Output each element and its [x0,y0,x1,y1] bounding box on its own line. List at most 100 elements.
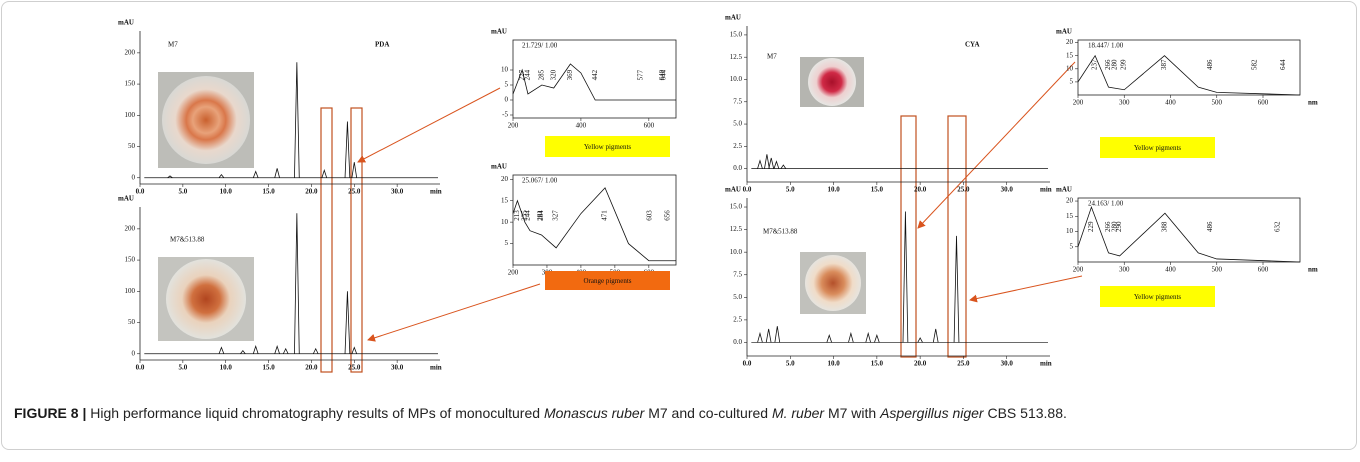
peak [781,165,786,169]
spectrum-curve [513,188,676,261]
peak [874,335,879,342]
peak-label: 442 [591,69,599,80]
peak-label: 244 [524,210,532,221]
pigment-label: Yellow pigments [584,143,632,151]
y-tick-label: 15.0 [730,203,743,211]
peak [933,329,938,343]
peak-label: 632 [1273,221,1281,232]
peak-label: 284 [537,210,545,221]
y-tick-label: 0 [132,349,136,357]
x-tick-label: 20.0 [914,186,927,194]
y-tick-label: 7.5 [733,270,742,278]
peak-label: 229 [1087,221,1095,232]
annotation: CYA [965,41,980,49]
y-tick-label: 5 [505,81,509,89]
peak [903,212,908,343]
x-tick-label: 20.0 [305,188,318,196]
y-tick-label: 100 [125,287,136,295]
peak [764,154,769,168]
y-tick-label: 15 [1066,51,1074,59]
peak [954,236,959,343]
y-tick-label: 12.5 [730,53,743,61]
x-axis-label: min [1040,186,1052,194]
x-tick-label: 15.0 [262,188,275,196]
x-tick-label: 10.0 [220,188,233,196]
y-tick-label: 5.0 [733,293,742,301]
peak [294,213,299,354]
x-tick-label: 0.0 [136,364,145,372]
x-tick-label: 500 [1212,266,1223,274]
peak [345,291,350,353]
annotation: PDA [375,41,389,49]
x-tick-label: 0.0 [136,188,145,196]
y-tick-label: 100 [125,111,136,119]
x-tick-label: 400 [1165,266,1176,274]
y-tick-label: 15 [1066,212,1074,220]
x-tick-label: 400 [1165,99,1176,107]
x-tick-label: 200 [1073,99,1084,107]
peak-label: 290 [1115,221,1123,232]
peak [775,326,780,342]
y-tick-label: 200 [125,48,136,56]
y-tick-label: 5.0 [733,120,742,128]
y-tick-label: 10 [1066,64,1074,72]
peak [240,351,245,354]
x-tick-label: 25.0 [348,364,361,372]
peak [313,349,318,354]
x-tick-label: 600 [1258,99,1269,107]
x-axis-label: nm [1308,266,1318,274]
y-tick-label: 7.5 [733,97,742,105]
y-tick-label: 0 [505,96,509,104]
pigment-label: Orange pigments [583,277,631,285]
y-tick-label: 20 [501,175,509,183]
peak-label: 387 [1160,59,1168,70]
x-tick-label: 600 [644,122,655,130]
caption-text: M. ruber [772,405,824,421]
peak [253,172,258,178]
x-tick-label: 25.0 [957,360,970,368]
x-tick-label: 400 [576,122,587,130]
x-tick-label: 500 [1212,99,1223,107]
x-tick-label: 200 [1073,266,1084,274]
y-tick-label: 15 [501,196,509,204]
peak [848,333,853,342]
x-tick-label: 5.0 [178,364,187,372]
x-axis-label: nm [1308,99,1318,107]
x-tick-label: 30.0 [391,188,404,196]
x-tick-label: 5.0 [786,360,795,368]
peak-label: 471 [601,210,609,221]
x-tick-label: 10.0 [827,186,840,194]
x-tick-label: 0.0 [743,360,752,368]
x-tick-label: 300 [1119,266,1130,274]
peak [345,122,350,178]
caption-text: Monascus ruber [544,405,644,421]
y-axis-label: mAU [491,28,507,36]
peak-label: 285 [537,69,545,80]
x-tick-label: 10.0 [827,360,840,368]
peak [352,162,357,178]
peak-label: 320 [549,69,557,80]
y-tick-label: 10.0 [730,75,743,83]
x-tick-label: 300 [1119,99,1130,107]
x-tick-label: 5.0 [786,186,795,194]
annotation: 24.163/ 1.00 [1088,200,1124,208]
page: {"chart_data": [ {"type": "line", "y_lab… [0,0,1360,462]
x-tick-label: 15.0 [262,364,275,372]
peak-label: 644 [659,69,667,80]
peak [918,338,923,343]
x-tick-label: 600 [1258,266,1269,274]
peak-label: 486 [1206,59,1214,70]
y-tick-label: 150 [125,256,136,264]
annotation: 18.447/ 1.00 [1088,42,1124,50]
peak [275,346,280,353]
peak [275,168,280,177]
peak [219,348,224,354]
peak-label: 486 [1206,221,1214,232]
y-tick-label: 0 [132,173,136,181]
spectrum-curve [1078,207,1300,262]
peak [827,335,832,342]
peak-label: 299 [1119,59,1127,70]
x-axis-label: min [430,188,442,196]
annotation: M7&513.88 [763,228,798,236]
caption: FIGURE 8 | High performance liquid chrom… [14,403,1344,423]
